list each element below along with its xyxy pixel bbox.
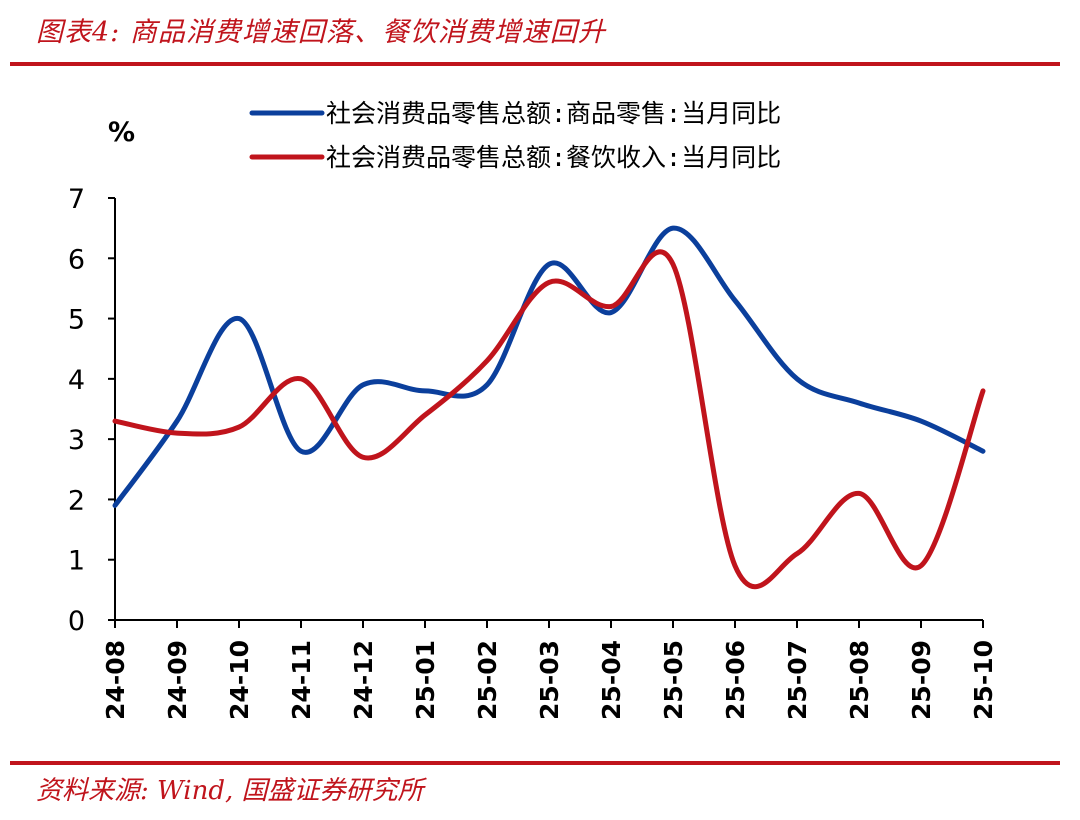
- x-tick-label: 25-08: [845, 640, 874, 720]
- x-tick-label: 24-09: [163, 640, 192, 720]
- y-tick-label: 5: [68, 305, 85, 336]
- y-tick-label: 3: [68, 425, 85, 456]
- axes: [114, 198, 983, 621]
- x-tick-label: 25-04: [597, 640, 626, 720]
- y-tick-label: 4: [68, 365, 85, 396]
- x-tick-label: 24-10: [225, 640, 254, 720]
- x-tick-label: 25-03: [535, 640, 564, 720]
- legend-label: 社会消费品零售总额:餐饮收入:当月同比: [326, 143, 781, 172]
- x-tick-label: 24-12: [349, 640, 378, 720]
- x-tick-label: 25-01: [411, 640, 440, 720]
- figure-title: 图表4: 商品消费增速回落、餐饮消费增速回升: [36, 17, 606, 48]
- top-divider: [10, 62, 1060, 66]
- series-line-catering-revenue: [112, 249, 986, 590]
- x-tick-label: 25-06: [721, 640, 750, 720]
- x-tick-label: 24-11: [287, 640, 316, 720]
- y-tick-label: 2: [68, 485, 85, 516]
- x-axis-ticks: 24-08 24-09 24-10 24-11 24-12 25-01 25-02 25-03…: [101, 620, 998, 720]
- x-tick-label: 25-10: [969, 640, 998, 720]
- bottom-divider: [10, 761, 1060, 765]
- y-tick-label: 6: [68, 244, 85, 275]
- legend-label: 社会消费品零售总额:商品零售:当月同比: [326, 99, 781, 128]
- series-line-goods-retail: [112, 225, 986, 508]
- x-tick-label: 25-09: [907, 640, 936, 720]
- x-tick-label: 25-05: [659, 640, 688, 720]
- source-note: 资料来源: Wind, 国盛证券研究所: [36, 776, 424, 806]
- y-axis-ticks: 0 1 2 3 4 5 6 7: [68, 184, 115, 637]
- y-tick-label: 1: [68, 546, 85, 577]
- x-tick-label: 24-08: [101, 640, 130, 720]
- x-tick-label: 25-07: [783, 640, 812, 720]
- y-tick-label: 0: [68, 606, 85, 637]
- x-tick-label: 25-02: [473, 640, 502, 720]
- y-unit-label: %: [108, 117, 135, 148]
- series-lines: [112, 225, 986, 590]
- y-tick-label: 7: [68, 184, 85, 215]
